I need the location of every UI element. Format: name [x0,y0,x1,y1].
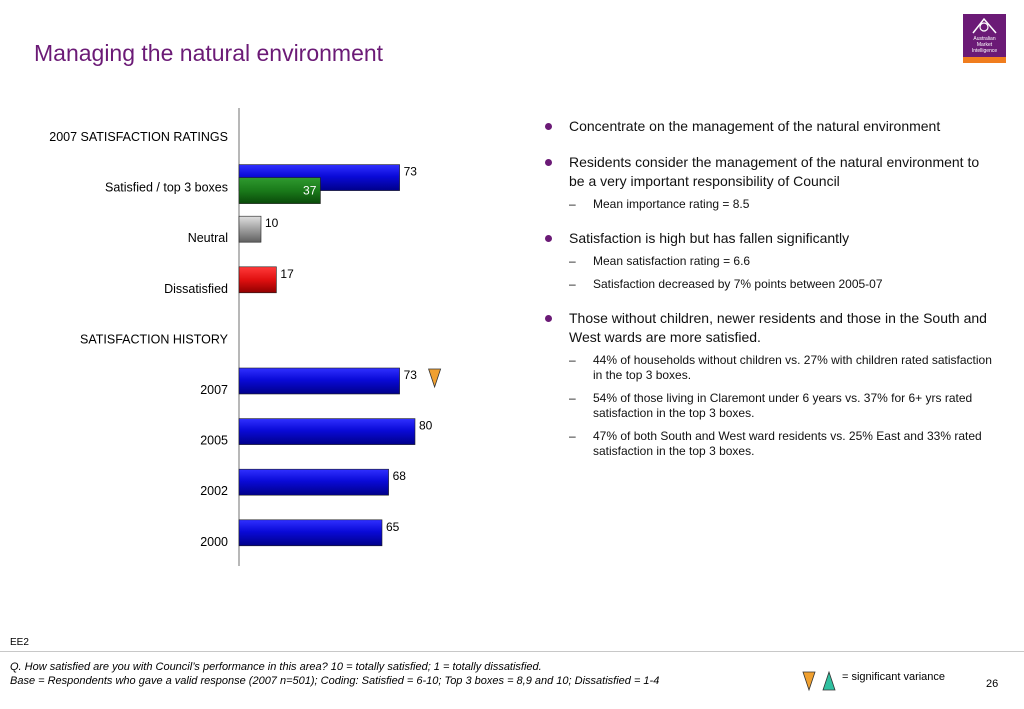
legend-label: = significant variance [842,671,946,683]
sub-bullet-text: Mean satisfaction rating = 6.6 [593,254,751,268]
data-label: 73 [404,368,418,382]
satisfaction-bar-chart: 2007 SATISFACTION RATINGS Satisfied / top… [0,100,520,570]
dash-icon: – [569,353,576,367]
bar [238,177,321,204]
data-label: 73 [404,165,418,179]
dash-icon: – [569,429,576,443]
sub-bullet-text: 54% of those living in Claremont under 6… [593,391,973,420]
sub-bullet-item: – Satisfaction decreased by 7% points bet… [569,277,995,292]
triangle-down-icon [802,671,816,692]
bar [238,215,262,243]
chart-section-heading: 2007 SATISFACTION RATINGS [49,130,228,144]
logo-mark-icon [972,17,997,34]
sub-bullet-text: 44% of households without children vs. 2… [593,353,992,382]
category-label: 2007 [200,383,228,397]
sub-bullet-text: 47% of both South and West ward resident… [593,429,982,458]
logo-text: Australian Market Intelligence [971,36,998,54]
dash-icon: – [569,391,576,405]
dash-icon: – [569,197,576,211]
dash-icon: – [569,277,576,291]
page-title: Managing the natural environment [34,40,384,66]
category-label: Neutral [188,231,228,245]
bullet-text: Those without children, newer residents … [569,310,987,345]
variance-legend-icons [802,670,836,692]
bullet-item: Residents consider the management of the… [545,153,995,212]
data-label: 65 [386,520,400,534]
category-label: 2005 [200,434,228,448]
findings-list: Concentrate on the management of the nat… [545,117,995,476]
sub-bullet-item: – 47% of both South and West ward residen… [569,429,995,459]
sub-bullet-item: – 44% of households without children vs. … [569,353,995,383]
bullet-item: Those without children, newer residents … [545,309,995,459]
bullet-dot-icon [545,235,552,242]
category-label: 2000 [200,535,228,549]
bullet-text: Satisfaction is high but has fallen sign… [569,230,850,246]
bar [238,519,383,547]
data-label: 10 [265,216,279,230]
sub-bullet-text: Mean importance rating = 8.5 [593,197,750,211]
data-label: 37 [303,184,317,198]
sub-bullet-item: – 54% of those living in Claremont under … [569,391,995,421]
base-note: Base = Respondents who gave a valid resp… [10,675,660,687]
bar [238,266,277,294]
sub-bullet-item: – Mean satisfaction rating = 6.6 [569,254,995,269]
bullet-dot-icon [545,123,552,130]
footer-divider [0,651,1024,652]
company-logo: Australian Market Intelligence [963,14,1006,63]
data-label: 17 [280,267,294,281]
category-label: Dissatisfied [164,282,228,296]
dash-icon: – [569,254,576,268]
chart-section-heading: SATISFACTION HISTORY [80,332,229,346]
bullet-dot-icon [545,315,552,322]
triangle-up-icon [822,670,836,691]
significant-decrease-icon [428,368,442,389]
category-label: 2002 [200,484,228,498]
chart-canvas: 2007 SATISFACTION RATINGS Satisfied / top… [49,108,442,566]
footer-notes: Q. How satisfied are you with Council’s … [10,660,659,688]
bar [238,367,400,395]
data-label: 80 [419,419,433,433]
sub-bullet-text: Satisfaction decreased by 7% points betw… [593,277,883,291]
question-note: Q. How satisfied are you with Council’s … [10,661,542,673]
data-label: 68 [393,469,407,483]
bullet-item: Concentrate on the management of the nat… [545,117,995,136]
category-label: Satisfied / top 3 boxes [105,181,228,195]
bar [238,418,416,445]
bar [238,468,389,496]
bullet-item: Satisfaction is high but has fallen sign… [545,229,995,292]
slide-code: EE2 [10,637,29,648]
bullet-text: Concentrate on the management of the nat… [569,118,941,134]
sub-bullet-item: – Mean importance rating = 8.5 [569,197,995,212]
logo-accent-bar [963,57,1006,63]
page-number: 26 [986,678,999,690]
bullet-text: Residents consider the management of the… [569,154,980,189]
bullet-dot-icon [545,159,552,166]
